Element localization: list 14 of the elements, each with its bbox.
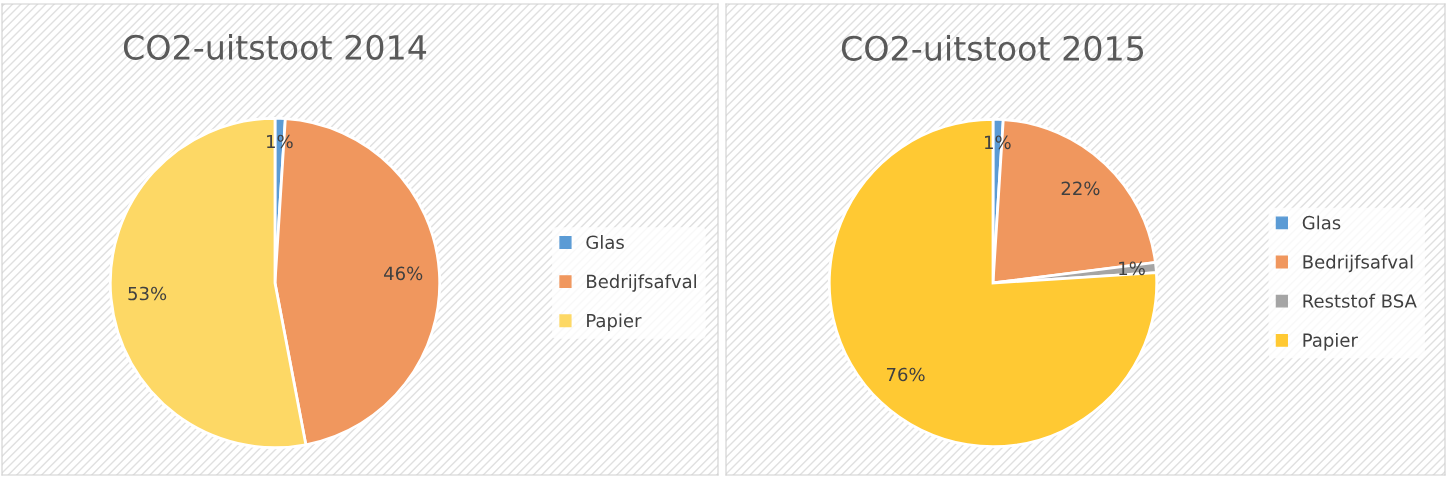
legend-label: Bedrijfsafval xyxy=(587,274,696,292)
data-label: 46% xyxy=(384,266,423,281)
chart-title: CO2-uitstoot 2015 xyxy=(841,35,1144,61)
legend-label: Papier xyxy=(1303,332,1358,351)
legend-label: Papier xyxy=(587,313,642,331)
legend-label: Glas xyxy=(586,235,624,250)
legend-label: Bedrijfsafval xyxy=(1303,254,1413,273)
data-label: 22% xyxy=(1061,181,1100,196)
data-label: 53% xyxy=(128,286,167,301)
pie-slice xyxy=(827,117,1159,449)
legend-label: Reststof BSA xyxy=(1303,293,1417,308)
legend-label: Glas xyxy=(1302,215,1341,230)
chart-title: CO2-uitstoot 2014 xyxy=(123,34,427,60)
data-label: 76% xyxy=(886,367,925,382)
